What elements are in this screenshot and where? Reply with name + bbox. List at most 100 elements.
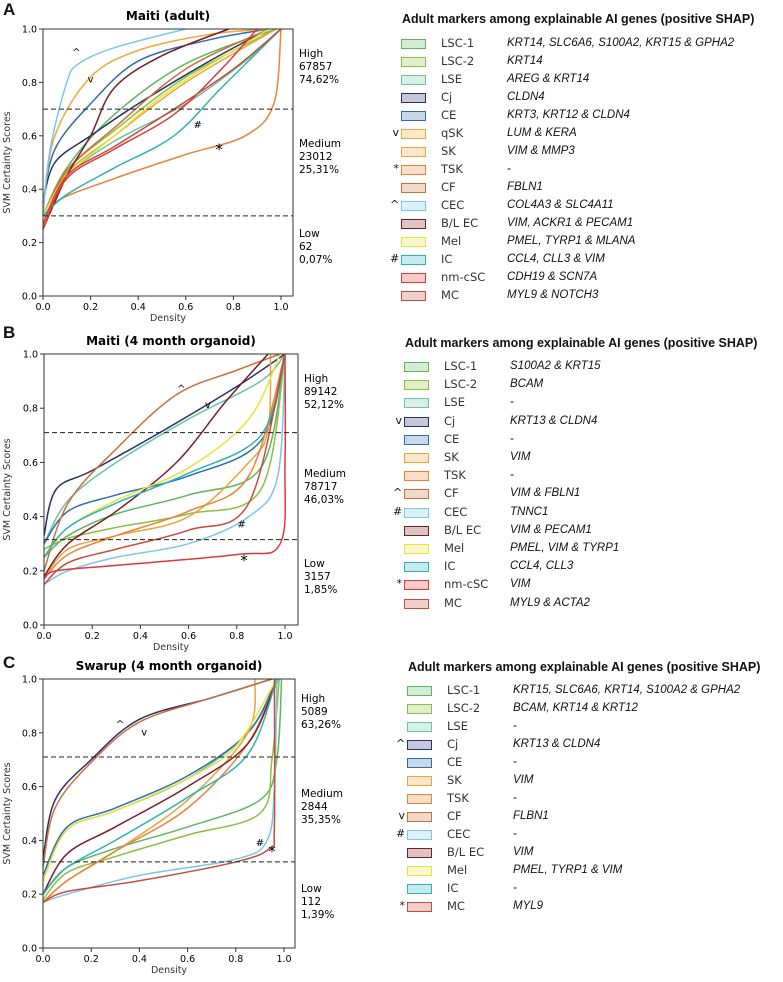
legend-swatch: [407, 848, 432, 858]
legend-marker: #: [396, 827, 406, 840]
y-tick-label: 0.6: [22, 782, 37, 793]
tier-percent: 52,12%: [304, 399, 344, 411]
legend-cell-type: LSE: [447, 719, 468, 733]
curve-annotation: ^: [72, 48, 80, 59]
tier-count: 112: [301, 896, 321, 908]
tier-label: High: [304, 373, 328, 385]
tier-label: Low: [301, 883, 322, 895]
legend-swatch: [401, 237, 426, 247]
legend-cell-type: B/L EC: [444, 522, 482, 537]
x-axis-label: Density: [150, 313, 186, 324]
legend-cell-type: CF: [447, 809, 462, 823]
curve-annotation: v: [141, 727, 147, 738]
legend-genes: VIM: [513, 846, 534, 858]
legend-item-cf: ^ CF VIM & FBLN1: [393, 484, 773, 502]
legend-genes: -: [513, 828, 517, 840]
y-tick-label: 0.4: [23, 512, 38, 523]
legend-title: Adult markers among explainable AI genes…: [402, 12, 755, 26]
legend-genes: PMEL, VIM & TYRP1: [510, 542, 620, 554]
legend-genes: LUM & KERA: [507, 127, 577, 139]
legend-cell-type: LSC-2: [441, 54, 475, 68]
legend-genes: S100A2 & KRT15: [510, 360, 601, 372]
legend-item-ic: IC -: [396, 879, 776, 897]
curve-annotation: v: [88, 74, 94, 85]
legend-item-cj: Cj CLDN4: [390, 88, 770, 106]
legend-cell-type: CEC: [444, 504, 468, 519]
curve-ic: [42, 678, 278, 895]
x-tick-label: 0.4: [133, 631, 148, 642]
legend-genes: VIM & PECAM1: [510, 523, 592, 536]
y-tick-label: 1.0: [22, 25, 37, 36]
curve-lse: [42, 678, 280, 882]
legend-swatch: [401, 291, 426, 301]
tier-label: Medium: [304, 468, 346, 480]
legend-cell-type: LSE: [444, 395, 465, 410]
legend-marker: #: [390, 252, 400, 265]
legend-genes: -: [510, 469, 514, 482]
curve-cf: [42, 28, 270, 217]
legend-item-cec: # CEC -: [396, 825, 776, 843]
legend-cell-type: SK: [447, 773, 462, 787]
y-axis-label: SVM Certainty Scores: [2, 111, 13, 213]
tier-label: High: [301, 693, 325, 705]
legend-genes: MYL9: [513, 900, 544, 912]
legend-marker: v: [398, 809, 405, 822]
legend-swatch: [404, 544, 429, 554]
legend-genes: KRT15, SLC6A6, KRT14, S100A2 & GPHA2: [513, 684, 741, 696]
legend-item-lse: LSE -: [396, 717, 776, 735]
legend-genes: VIM: [510, 578, 531, 591]
legend-cell-type: Cj: [441, 90, 453, 104]
curve-nm-csc: [43, 353, 287, 580]
tier-percent: 1,39%: [301, 909, 334, 921]
legend-genes: AREG & KRT14: [507, 73, 590, 85]
x-tick-label: 0.8: [226, 302, 241, 313]
legend-swatch: [404, 580, 429, 591]
legend-genes: KRT14: [507, 55, 543, 67]
legend-swatch: [407, 704, 432, 714]
legend-genes: TNNC1: [510, 505, 549, 518]
legend-item-lsc-1: LSC-1 KRT14, SLC6A6, S100A2, KRT15 & GPHA…: [390, 34, 770, 52]
legend-item-lse: LSE AREG & KRT14: [390, 70, 770, 88]
x-tick-label: 1.0: [277, 631, 292, 642]
curve-ic: [43, 353, 286, 558]
curve-cec: [43, 353, 286, 586]
curve-mc: [42, 28, 282, 225]
tier-percent: 74,62%: [299, 74, 339, 86]
curve-annotation: #: [237, 519, 245, 530]
tier-count: 5089: [301, 706, 328, 718]
legend-swatch: [404, 471, 429, 482]
tier-label: Medium: [299, 138, 341, 150]
x-axis-label: Density: [151, 965, 187, 976]
legend-item-mc: * MC MYL9: [396, 897, 776, 915]
curve-annotation: #: [194, 120, 202, 131]
y-tick-label: 0.8: [22, 78, 37, 89]
y-tick-label: 0.2: [22, 890, 37, 901]
legend-cell-type: B/L EC: [441, 216, 479, 230]
legend-genes: FBLN1: [507, 181, 543, 193]
x-tick-label: 0.2: [85, 631, 100, 642]
curve-b-l-ec: [42, 28, 229, 230]
legend-cell-type: IC: [441, 252, 453, 266]
legend-swatch: [404, 489, 429, 500]
tier-percent: 0,07%: [299, 254, 332, 266]
x-tick-label: 0.0: [35, 302, 50, 313]
legend-genes: CLDN4: [507, 91, 545, 103]
legend-item-nm-csc: nm-cSC CDH19 & SCN7A: [390, 268, 770, 286]
legend-cell-type: TSK: [441, 162, 463, 176]
legend-genes: FLBN1: [513, 810, 549, 822]
curve-b-l-ec: [43, 353, 269, 577]
legend-swatch: [404, 525, 429, 536]
legend-genes: PMEL, TYRP1 & VIM: [513, 864, 623, 876]
legend-swatch: [407, 722, 432, 732]
legend-genes: -: [513, 756, 517, 768]
legend-swatch: [404, 453, 429, 463]
legend-swatch: [401, 201, 426, 211]
y-tick-label: 1.0: [22, 675, 37, 686]
legend-cell-type: MC: [444, 595, 462, 610]
legend-item-b-l-ec: B/L EC VIM: [396, 843, 776, 861]
chart-title: Maiti (adult): [126, 9, 210, 23]
legend-cell-type: MC: [447, 899, 465, 913]
y-axis-label: SVM Certainty Scores: [2, 438, 13, 540]
curve-annotation: ^: [116, 719, 124, 730]
y-tick-label: 0.8: [23, 404, 38, 415]
